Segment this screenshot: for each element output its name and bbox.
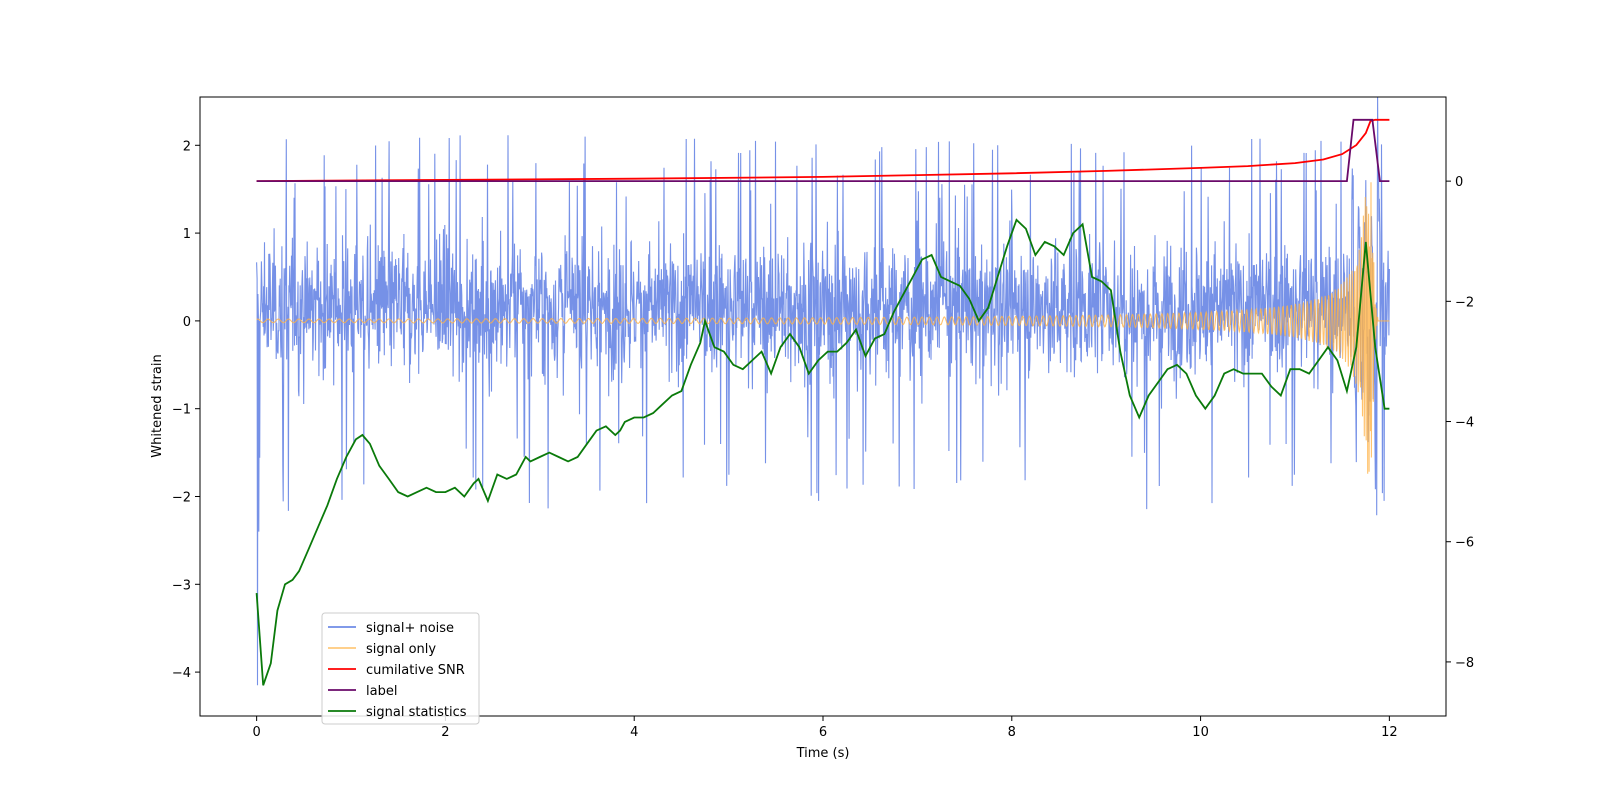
series-signal-only (256, 182, 1390, 474)
y-tick-label: −3 (172, 578, 191, 593)
y-right-tick-label: −2 (1455, 295, 1474, 310)
x-tick-label: 8 (1008, 725, 1016, 740)
x-axis-label: Time (s) (796, 746, 850, 761)
series-signal-statistics (255, 218, 1390, 686)
y-right-tick-label: −8 (1455, 656, 1474, 671)
series-label (256, 118, 1390, 182)
y-tick-label: −2 (172, 490, 191, 505)
series-signal-noise (256, 97, 1390, 686)
y-right-tick-label: 0 (1455, 175, 1463, 190)
x-tick-label: 2 (441, 725, 449, 740)
x-tick-label: 0 (252, 725, 260, 740)
x-tick-label: 10 (1192, 725, 1209, 740)
x-tick-label: 12 (1381, 725, 1398, 740)
legend-label: cumilative SNR (366, 663, 465, 678)
y-axis-right: −8 −6 −4 −2 0 (1446, 175, 1474, 671)
legend-label: signal only (366, 642, 436, 657)
data-layer (255, 97, 1390, 686)
x-tick-label: 6 (819, 725, 827, 740)
y-tick-label: 1 (183, 227, 191, 242)
y-right-tick-label: −6 (1455, 536, 1474, 551)
legend: signal+ noise signal only cumilative SNR la… (321, 612, 480, 725)
y-axis-label: Whitened strain (150, 354, 165, 457)
y-tick-label: −4 (172, 666, 191, 681)
y-tick-label: −1 (172, 403, 191, 418)
y-axis-left: −4 −3 −2 −1 0 1 2 (172, 139, 200, 681)
x-tick-label: 4 (630, 725, 638, 740)
legend-label: label (366, 684, 397, 699)
y-tick-label: 0 (183, 315, 191, 330)
legend-label: signal statistics (366, 705, 467, 720)
y-tick-label: 2 (183, 139, 191, 154)
series-cumulative-snr (256, 118, 1390, 182)
y-right-tick-label: −4 (1455, 416, 1474, 431)
legend-box (321, 612, 480, 725)
legend-label: signal+ noise (366, 621, 454, 636)
